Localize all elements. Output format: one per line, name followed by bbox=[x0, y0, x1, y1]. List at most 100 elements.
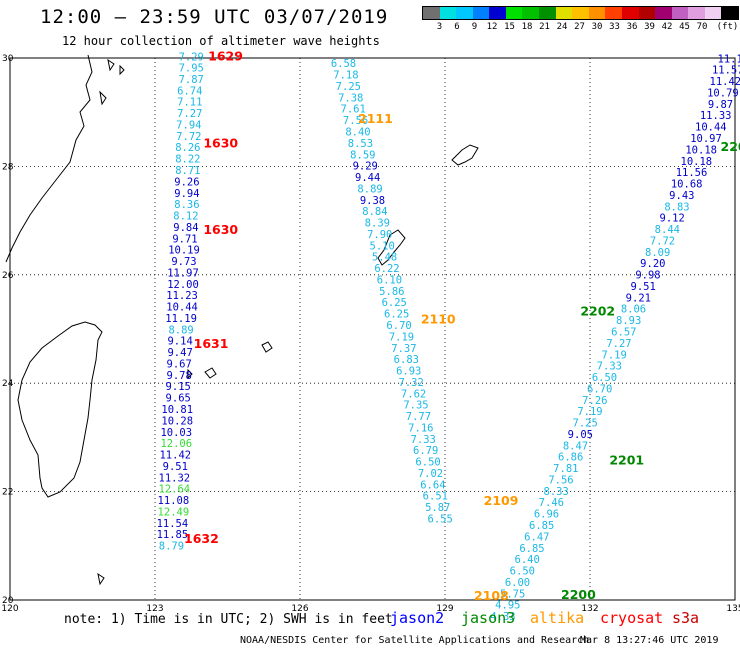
wave-height-value: 8.89 bbox=[168, 324, 193, 336]
china-coast bbox=[5, 54, 93, 263]
wave-height-value: 7.72 bbox=[650, 235, 675, 247]
wave-height-value: 6.93 bbox=[396, 366, 421, 378]
wave-height-value: 10.81 bbox=[161, 404, 193, 416]
wave-height-value: 8.12 bbox=[173, 211, 198, 223]
pass-number-label: 2201 bbox=[609, 453, 644, 468]
wave-height-value: 7.27 bbox=[606, 338, 631, 350]
scale-swatch bbox=[539, 7, 556, 19]
wave-height-value: 9.15 bbox=[166, 381, 191, 393]
color-scale-labels: 3 6 9 12 15 18 21 24 27 30 33 36 39 42 45 70 (ft) bbox=[422, 20, 740, 34]
wave-height-color-scale: 3 6 9 12 15 18 21 24 27 30 33 36 39 42 45 70 (ft) bbox=[422, 6, 740, 34]
small-islets bbox=[97, 58, 193, 586]
wave-height-value: 6.85 bbox=[519, 543, 544, 555]
wave-height-value: 6.79 bbox=[413, 445, 438, 457]
altimeter-tracks: 7.297.957.876.747.117.277.947.728.268.22… bbox=[157, 52, 740, 623]
wave-height-value: 8.22 bbox=[175, 154, 200, 166]
lat-tick-label: 24 bbox=[2, 379, 14, 389]
lat-tick-label: 22 bbox=[2, 488, 13, 498]
wave-height-value: 7.46 bbox=[539, 497, 564, 509]
lon-tick-label: 126 bbox=[291, 604, 308, 614]
wave-height-value: 10.18 bbox=[681, 156, 713, 168]
map-frame bbox=[9, 57, 736, 601]
wave-height-value: 7.90 bbox=[367, 229, 392, 241]
wave-height-value: 7.56 bbox=[343, 115, 368, 127]
scale-swatch bbox=[588, 7, 606, 19]
wave-height-value: 8.39 bbox=[365, 218, 390, 230]
pass-number-label: 2200 bbox=[561, 587, 596, 602]
wave-height-value: 7.19 bbox=[389, 331, 414, 343]
wave-height-value: 9.73 bbox=[171, 256, 196, 268]
wave-height-value: 7.62 bbox=[401, 388, 426, 400]
wave-height-value: 9.71 bbox=[172, 233, 197, 245]
wave-height-value: 7.11 bbox=[177, 97, 202, 109]
wave-height-value: 9.21 bbox=[626, 292, 651, 304]
scale-swatch bbox=[555, 7, 573, 19]
wave-height-value: 6.22 bbox=[374, 263, 399, 275]
generated-timestamp: Mar 8 13:27:46 UTC 2019 bbox=[580, 635, 719, 646]
scale-label: (ft) bbox=[716, 22, 739, 32]
wave-height-value: 11.19 bbox=[165, 313, 197, 325]
wave-height-value: 7.61 bbox=[341, 104, 366, 116]
pass-number-label: 1630 bbox=[203, 135, 238, 150]
wave-height-value: 6.00 bbox=[505, 577, 530, 589]
wave-height-value: 7.25 bbox=[573, 418, 598, 430]
lon-tick-label: 135 bbox=[726, 604, 740, 614]
wave-height-value: 8.71 bbox=[175, 165, 200, 177]
wave-height-value: 9.98 bbox=[635, 270, 660, 282]
okinawa-island bbox=[377, 229, 406, 266]
altika-track: 6.587.187.257.387.617.568.408.538.599.29… bbox=[331, 58, 453, 525]
wave-height-value: 9.65 bbox=[166, 393, 191, 405]
wave-height-value: 9.87 bbox=[708, 99, 733, 111]
wave-height-value: 7.16 bbox=[408, 422, 433, 434]
wave-height-value: 6.74 bbox=[177, 85, 202, 97]
pass-number-label: 2111 bbox=[358, 111, 393, 126]
scale-label: 15 bbox=[504, 22, 515, 32]
coastlines bbox=[5, 54, 479, 586]
wave-height-value: 5.48 bbox=[372, 252, 397, 264]
wave-height-value: 6.96 bbox=[534, 509, 559, 521]
wave-height-value: 6.25 bbox=[382, 297, 407, 309]
wave-height-value: 9.29 bbox=[353, 161, 378, 173]
wave-height-value: 6.51 bbox=[423, 491, 448, 503]
taiwan-coastline bbox=[17, 321, 103, 498]
lon-tick-label: 129 bbox=[436, 604, 453, 614]
legend-jason3: jason3 bbox=[461, 609, 516, 627]
wave-height-value: 9.26 bbox=[174, 176, 199, 188]
wave-height-value: 6.57 bbox=[611, 327, 636, 339]
scale-label: 39 bbox=[644, 22, 655, 32]
wave-height-value: 8.79 bbox=[159, 541, 184, 553]
wave-height-value: 6.10 bbox=[377, 274, 402, 286]
wave-height-value: 7.81 bbox=[553, 463, 578, 475]
wave-height-value: 7.38 bbox=[338, 92, 363, 104]
wave-height-value: 6.25 bbox=[384, 309, 409, 321]
wave-height-value: 6.86 bbox=[558, 452, 583, 464]
wave-height-value: 8.89 bbox=[357, 183, 382, 195]
legend-cryosat: cryosat bbox=[600, 609, 664, 627]
wave-height-value: 11.85 bbox=[157, 529, 189, 541]
scale-swatch bbox=[638, 7, 656, 19]
wave-height-value: 6.47 bbox=[524, 531, 549, 543]
pass-number-label: 1631 bbox=[194, 336, 229, 351]
wave-height-value: 6.50 bbox=[592, 372, 617, 384]
pass-number-label: 2202 bbox=[580, 303, 615, 318]
wave-height-value: 11.33 bbox=[700, 110, 732, 122]
lat-tick-label: 26 bbox=[2, 271, 14, 281]
wave-height-value: 7.25 bbox=[336, 81, 361, 93]
wave-height-value: 7.02 bbox=[418, 468, 443, 480]
wave-height-value: 11.54 bbox=[157, 518, 189, 530]
wave-height-value: 7.19 bbox=[577, 406, 602, 418]
wave-height-value: 7.29 bbox=[179, 52, 204, 64]
scale-label: 30 bbox=[591, 22, 603, 32]
wave-height-value: 6.58 bbox=[331, 58, 356, 70]
pass-number-label: 1629 bbox=[208, 49, 243, 64]
wave-height-value: 4.33 bbox=[490, 611, 515, 623]
pass-number-label: 2110 bbox=[421, 312, 456, 327]
scale-swatch bbox=[456, 7, 473, 19]
scale-label: 36 bbox=[626, 22, 638, 32]
lon-tick-label: 132 bbox=[581, 604, 598, 614]
wave-height-value: 10.44 bbox=[166, 302, 198, 314]
wave-height-value: 11.56 bbox=[676, 167, 708, 179]
color-scale-bar bbox=[422, 6, 739, 20]
pass-number-label: 2108 bbox=[474, 588, 509, 603]
wave-height-value: 10.68 bbox=[671, 179, 703, 191]
